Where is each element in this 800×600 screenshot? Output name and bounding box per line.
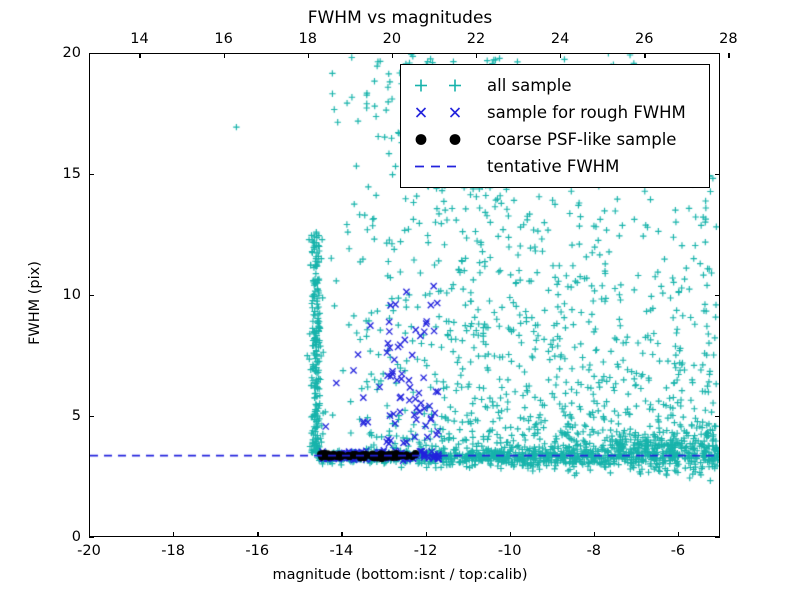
tick-label: 20	[62, 45, 81, 61]
tick-label: 14	[130, 31, 149, 47]
dashed-line-icon	[409, 153, 483, 180]
legend: all sample sample for rough FWHM c	[400, 64, 710, 188]
tick-mark	[560, 53, 562, 58]
tick-mark	[715, 537, 720, 539]
tick-mark	[223, 53, 225, 58]
tick-label: 10	[62, 287, 81, 303]
tick-mark	[677, 532, 680, 537]
tick-mark	[715, 295, 720, 297]
tick-mark	[715, 53, 720, 55]
tick-mark	[644, 53, 646, 58]
tick-mark	[476, 53, 478, 58]
tick-label: 16	[214, 31, 233, 47]
tick-mark	[715, 174, 720, 176]
legend-item-all-sample: all sample	[409, 72, 699, 99]
chart-title: FWHM vs magnitudes	[307, 8, 493, 28]
tick-label: 22	[466, 31, 486, 47]
tick-mark	[89, 537, 94, 539]
tick-mark	[728, 53, 730, 58]
legend-label: all sample	[487, 76, 572, 95]
legend-label: coarse PSF-like sample	[487, 130, 677, 149]
tick-label: 18	[298, 31, 317, 47]
tick-label: 24	[550, 31, 570, 47]
tick-mark	[89, 532, 91, 537]
tick-label: -16	[245, 543, 270, 559]
tick-mark	[425, 532, 427, 537]
tick-mark	[89, 416, 94, 418]
legend-item-tentative-fwhm: tentative FWHM	[409, 153, 699, 180]
tick-label: -18	[161, 543, 185, 559]
cross-icon	[409, 99, 483, 126]
tick-label: 0	[71, 529, 81, 545]
tick-mark	[139, 53, 141, 58]
legend-item-rough-fwhm: sample for rough FWHM	[409, 99, 699, 126]
legend-item-coarse-psf: coarse PSF-like sample	[409, 126, 699, 153]
tick-mark	[593, 532, 596, 537]
tick-label: -14	[329, 543, 354, 559]
dot-icon	[409, 126, 483, 153]
tick-label: -8	[586, 543, 602, 559]
tick-mark	[341, 532, 343, 537]
tick-label: -20	[77, 543, 101, 559]
tick-label: 5	[71, 408, 81, 424]
tick-mark	[173, 532, 175, 537]
tick-label: 28	[719, 31, 738, 47]
legend-label: sample for rough FWHM	[487, 103, 686, 122]
x-axis-label: magnitude (bottom:isnt / top:calib)	[272, 567, 528, 583]
tick-mark	[509, 532, 511, 537]
tick-mark	[89, 174, 94, 176]
tick-label: -6	[670, 543, 686, 559]
tick-mark	[89, 295, 94, 297]
legend-label: tentative FWHM	[487, 157, 620, 176]
plus-icon	[409, 72, 483, 99]
tick-mark	[715, 416, 720, 418]
y-axis-label: FWHM (pix)	[27, 261, 43, 345]
tick-label: 26	[635, 31, 654, 47]
tick-label: 15	[62, 166, 81, 182]
tick-label: -10	[497, 543, 522, 559]
tick-mark	[391, 53, 394, 58]
tick-mark	[89, 53, 94, 55]
tick-label: -12	[413, 543, 438, 559]
tick-label: 20	[382, 31, 402, 47]
tick-mark	[307, 53, 310, 58]
tick-mark	[257, 532, 259, 537]
